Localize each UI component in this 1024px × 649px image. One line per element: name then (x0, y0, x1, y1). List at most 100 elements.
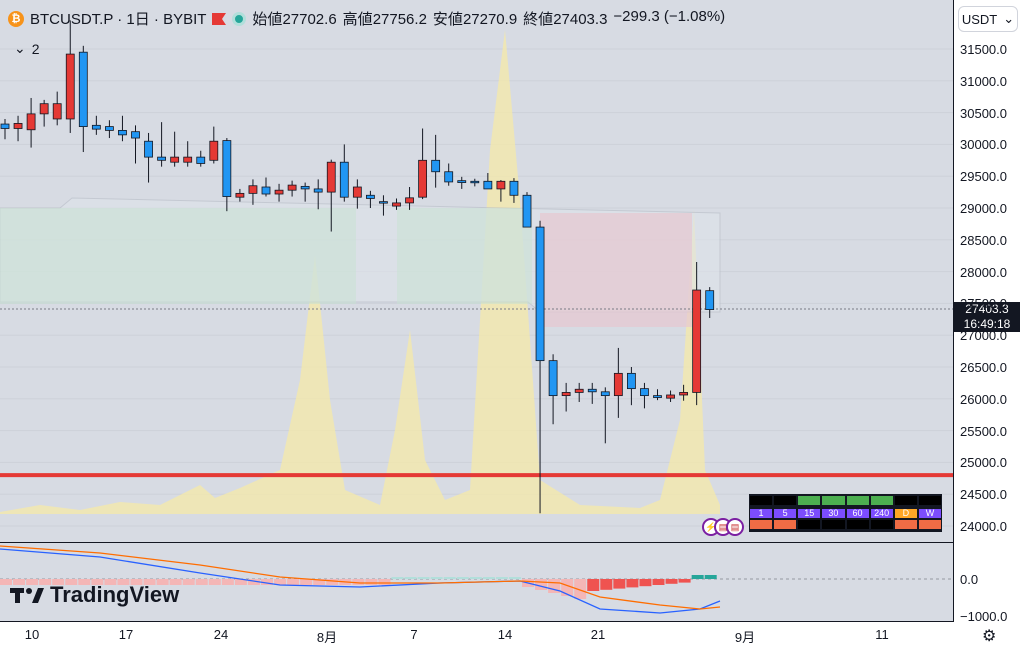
widget-signal-cell (798, 496, 821, 505)
candle-body (52, 103, 62, 120)
macd-histogram-bar (443, 577, 456, 579)
widget-signal-cell (750, 496, 773, 505)
macd-histogram-bar (652, 579, 665, 585)
candle-body (352, 186, 362, 198)
candle-body (666, 394, 675, 399)
price-tick-label: 27500.0 (960, 296, 1007, 312)
widget-signal-cell (846, 496, 869, 505)
price-chart[interactable] (0, 0, 953, 542)
time-tick-label: 7 (410, 627, 418, 642)
macd-histogram-bar (430, 577, 443, 579)
candle-body (131, 131, 140, 139)
candle-body (118, 130, 127, 136)
market-status-icon[interactable] (232, 11, 247, 26)
macd-chart[interactable] (0, 543, 953, 622)
time-tick-label: 11 (875, 627, 889, 642)
candle-body (509, 180, 519, 196)
time-tick-label: 8月 (316, 630, 338, 645)
price-tick-label: 25500.0 (960, 423, 1007, 439)
candle-body (379, 201, 388, 204)
widget-timeframe-label: D (894, 509, 917, 518)
macd-histogram-bar (247, 579, 260, 585)
candle-body (535, 226, 545, 362)
candle-body (405, 197, 414, 204)
macd-histogram-bar (195, 579, 208, 585)
macd-histogram-bar (600, 579, 613, 590)
candle-body (522, 194, 532, 228)
economic-events[interactable]: ⚡ ▤ ▤ (702, 518, 744, 536)
candle-body (496, 180, 506, 190)
candle-body (313, 188, 323, 193)
macd-histogram-bar (13, 579, 26, 585)
price-tick-label: 25000.0 (960, 455, 1007, 471)
open-value: 27702.6 (282, 11, 337, 28)
candle-body (653, 395, 662, 398)
macd-histogram-bar (313, 579, 326, 585)
candle-body (209, 140, 219, 161)
time-tick-label: 10 (24, 627, 40, 642)
candle-body (157, 156, 167, 161)
price-pane[interactable]: ₿ BTCUSDT.P · 1日 · BYBIT 始値27702.6 高値277… (0, 0, 953, 542)
pane-divider[interactable] (0, 542, 953, 543)
macd-histogram-bar (39, 579, 52, 585)
macd-histogram-bar (482, 577, 495, 579)
chevron-down-icon: ⌄ (14, 40, 26, 56)
currency-selector[interactable]: USDT ⌄ (958, 6, 1018, 32)
macd-histogram-bar (104, 579, 117, 585)
indicators-toggle[interactable]: ⌄ 2 (14, 40, 40, 57)
time-tick-label: 24 (213, 627, 229, 642)
macd-histogram-bar (691, 575, 704, 579)
candle-body (170, 156, 180, 163)
candle-body (431, 159, 441, 173)
candle-body (679, 392, 688, 396)
candle-body (444, 171, 454, 183)
candle-body (274, 189, 284, 195)
macd-pane[interactable] (0, 543, 953, 622)
low-label: 安値 (432, 11, 463, 28)
bar-countdown: 16:49:18 (963, 317, 1011, 331)
indicator-count: 2 (31, 40, 40, 57)
macd-histogram-bar (208, 579, 221, 585)
symbol-line[interactable]: BTCUSDT.P · 1日 · BYBIT (30, 11, 207, 28)
macd-histogram-bar (65, 579, 78, 585)
candle-body (235, 192, 245, 198)
macd-histogram-bar (587, 579, 600, 591)
macd-histogram-bar (52, 579, 65, 585)
widget-signal-cell (870, 496, 893, 505)
open-label: 始値 (252, 11, 283, 28)
candle-body (418, 159, 428, 198)
candle-body (457, 180, 467, 183)
macd-histogram-bar (508, 577, 521, 579)
green-zone (397, 208, 532, 304)
price-tick-label: 31500.0 (960, 42, 1007, 57)
widget-signal-cell (774, 520, 797, 529)
macd-histogram-bar (156, 579, 169, 585)
candle-body (26, 113, 36, 131)
tradingview-wordmark: TradingView (50, 582, 180, 607)
candle-body (13, 123, 23, 129)
candle-body (627, 372, 636, 390)
macd-histogram-bar (704, 575, 717, 579)
macd-histogram-bar (182, 579, 195, 585)
widget-signal-cell (822, 520, 845, 529)
macd-histogram-bar (234, 579, 247, 585)
candle-body (392, 202, 401, 207)
price-tick-label: 28500.0 (960, 232, 1007, 248)
settings-icon[interactable]: ⚙ (982, 628, 997, 645)
macd-histogram-bar (117, 579, 130, 585)
widget-timeframe-label: 15 (798, 509, 821, 518)
macd-histogram-bar (574, 579, 587, 599)
candle-body (0, 123, 10, 129)
flag-icon[interactable] (212, 12, 227, 25)
macd-histogram-bar (495, 577, 508, 579)
widget-timeframe-label: 1 (750, 509, 773, 518)
widget-signal-cell (894, 520, 917, 529)
us-flag-icon[interactable]: ▤ (726, 518, 744, 536)
candle-body (248, 185, 258, 194)
ohlc-values: 始値27702.6 高値27756.2 安値27270.9 終値27403.3 … (252, 8, 725, 29)
candle-body (483, 180, 493, 190)
candle-body (105, 126, 114, 131)
macd-histogram-bar (613, 579, 626, 589)
time-axis[interactable] (0, 622, 1024, 649)
widget-timeframe-label: W (918, 509, 941, 518)
